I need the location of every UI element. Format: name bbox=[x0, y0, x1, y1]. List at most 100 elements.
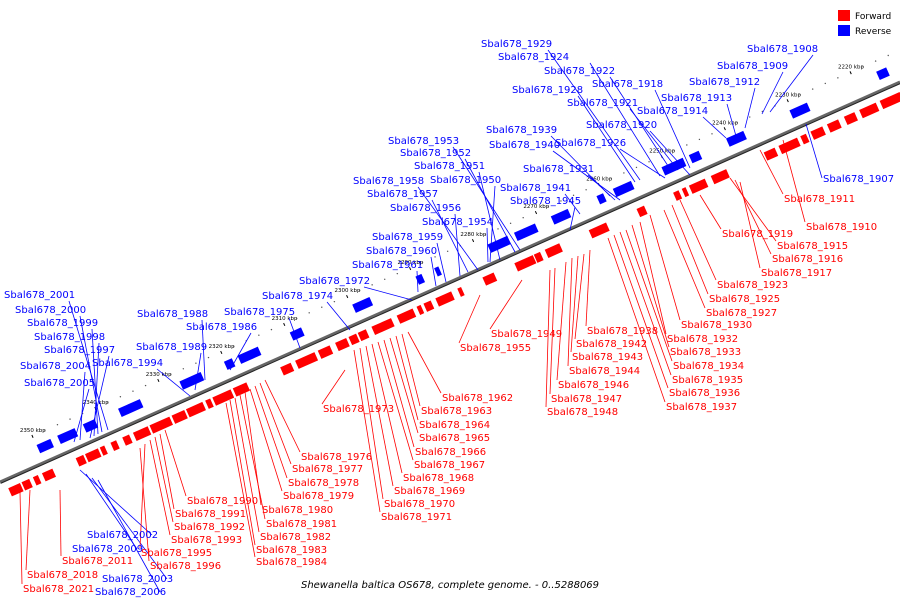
tick-mark: 2330 kbp bbox=[146, 372, 172, 383]
leader-line bbox=[164, 429, 187, 497]
tick-label: 2250 kbp bbox=[649, 148, 675, 154]
reverse-gene-label: Sbal678_1924 bbox=[498, 52, 569, 63]
leader-line bbox=[91, 477, 168, 580]
leader-line bbox=[564, 193, 581, 215]
reverse-gene-label: Sbal678_1988 bbox=[137, 309, 208, 320]
forward-gene-label: Sbal678_1938 bbox=[587, 326, 658, 337]
leader-line bbox=[383, 339, 415, 448]
forward-gene bbox=[879, 92, 900, 110]
forward-gene-label: Sbal678_2018 bbox=[27, 570, 98, 581]
leader-line bbox=[759, 149, 784, 195]
forward-gene bbox=[710, 169, 730, 185]
reverse-gene-label: Sbal678_1960 bbox=[366, 246, 437, 257]
forward-gene-label: Sbal678_2021 bbox=[23, 584, 94, 595]
forward-gene-label: Sbal678_1979 bbox=[283, 491, 354, 502]
forward-gene bbox=[317, 345, 334, 359]
reverse-gene-label: Sbal678_2004 bbox=[20, 361, 91, 372]
forward-gene-label: Sbal678_1967 bbox=[414, 460, 485, 471]
forward-gene bbox=[588, 222, 610, 239]
leader-line bbox=[464, 158, 516, 253]
reverse-gene-label: Sbal678_1945 bbox=[510, 196, 581, 207]
forward-gene-label: Sbal678_1933 bbox=[670, 347, 741, 358]
leader-line bbox=[249, 388, 283, 492]
leader-line bbox=[417, 186, 479, 271]
leader-line bbox=[458, 294, 481, 344]
forward-gene-label: Sbal678_1923 bbox=[717, 280, 788, 291]
forward-gene-label: Sbal678_1968 bbox=[403, 473, 474, 484]
tick-label: 2260 kbp bbox=[586, 176, 612, 182]
tick-line bbox=[157, 378, 160, 383]
minor-tick bbox=[396, 272, 399, 275]
minor-tick bbox=[132, 390, 134, 392]
forward-gene bbox=[99, 445, 108, 456]
reverse-gene-label: Sbal678_1912 bbox=[689, 77, 760, 88]
leader-line bbox=[585, 249, 591, 327]
forward-gene-label: Sbal678_1996 bbox=[150, 561, 221, 572]
leader-line bbox=[239, 394, 266, 520]
tick-mark: 2350 kbp bbox=[20, 428, 46, 438]
minor-tick bbox=[711, 133, 713, 135]
leader-line bbox=[79, 371, 86, 441]
forward-gene bbox=[533, 251, 544, 263]
minor-tick bbox=[610, 177, 612, 180]
forward-gene-label: Sbal678_1992 bbox=[174, 522, 245, 533]
leader-line bbox=[663, 209, 706, 309]
reverse-gene-label: Sbal678_1913 bbox=[661, 93, 732, 104]
forward-gene-label: Sbal678_1981 bbox=[266, 519, 337, 530]
leader-line bbox=[139, 447, 150, 562]
leader-line bbox=[401, 333, 421, 407]
minor-tick bbox=[560, 200, 562, 202]
tick-label: 2350 kbp bbox=[20, 428, 46, 434]
leader-line bbox=[79, 469, 153, 536]
tick-line bbox=[409, 266, 412, 271]
minor-tick bbox=[182, 368, 185, 370]
reverse-gene-label: Sbal678_1941 bbox=[500, 183, 571, 194]
leader-line bbox=[805, 123, 823, 179]
leader-line bbox=[639, 221, 667, 335]
minor-tick bbox=[258, 334, 260, 336]
leader-line bbox=[154, 436, 174, 523]
leader-line bbox=[577, 95, 636, 183]
reverse-gene-label: Sbal678_1940 bbox=[489, 140, 560, 151]
reverse-gene-label: Sbal678_2003 bbox=[102, 574, 173, 585]
reverse-gene-label: Sbal678_2006 bbox=[95, 587, 166, 598]
forward-gene-label: Sbal678_1911 bbox=[784, 194, 855, 205]
leader-line bbox=[259, 382, 292, 465]
leader-line bbox=[556, 261, 567, 381]
reverse-gene-label: Sbal678_1921 bbox=[567, 98, 638, 109]
gene-tracks bbox=[0, 67, 900, 497]
reverse-gene bbox=[596, 193, 607, 205]
minor-tick bbox=[572, 194, 575, 197]
forward-gene bbox=[800, 133, 810, 145]
leader-line bbox=[194, 352, 202, 391]
leader-line bbox=[229, 332, 252, 371]
forward-gene bbox=[681, 187, 690, 198]
leader-line bbox=[97, 479, 161, 593]
tick-mark: 2310 kbp bbox=[272, 316, 298, 327]
forward-gene bbox=[205, 398, 214, 409]
minor-tick bbox=[333, 300, 336, 303]
forward-gene bbox=[171, 409, 188, 424]
reverse-gene bbox=[36, 438, 54, 454]
reverse-gene-label: Sbal678_1929 bbox=[481, 39, 552, 50]
reverse-gene-label: Sbal678_1954 bbox=[422, 217, 493, 228]
leader-line bbox=[431, 199, 469, 273]
minor-tick bbox=[308, 312, 310, 314]
forward-gene-label: Sbal678_1930 bbox=[681, 320, 752, 331]
reverse-gene-label: Sbal678_1998 bbox=[34, 332, 105, 343]
reverse-gene bbox=[661, 157, 687, 176]
leader-line bbox=[478, 171, 501, 261]
forward-gene bbox=[482, 272, 498, 286]
tick-label: 2330 kbp bbox=[146, 372, 172, 378]
minor-tick bbox=[321, 306, 323, 308]
reverse-gene-label: Sbal678_1920 bbox=[586, 120, 657, 131]
leader-line bbox=[79, 315, 103, 433]
reverse-gene-label: Sbal678_1931 bbox=[523, 164, 594, 175]
minor-tick bbox=[585, 189, 587, 191]
tick-label: 2310 kbp bbox=[272, 316, 298, 322]
forward-gene bbox=[357, 329, 370, 342]
leader-line bbox=[363, 286, 413, 301]
tick-line bbox=[31, 434, 34, 438]
leader-line bbox=[89, 355, 110, 439]
